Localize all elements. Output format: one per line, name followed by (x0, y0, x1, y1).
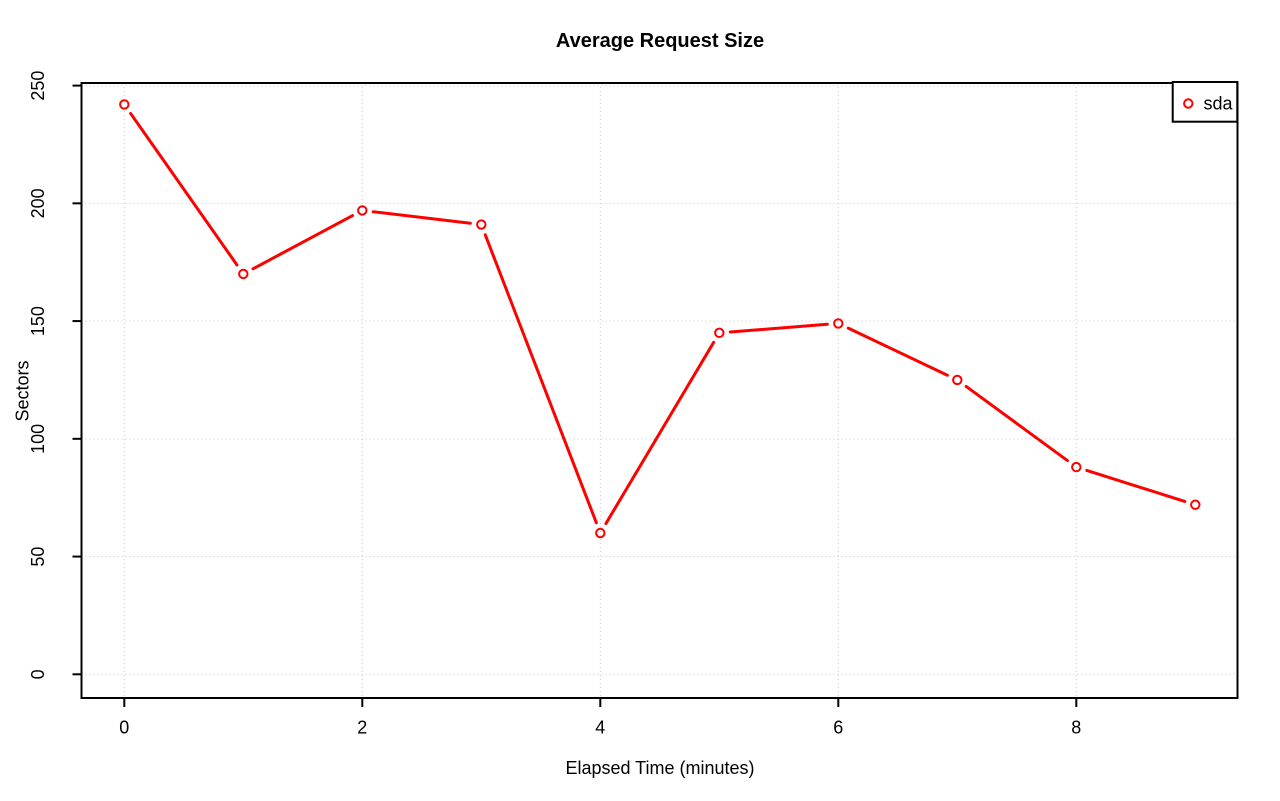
series-line-segment (129, 111, 239, 267)
legend-label: sda (1204, 94, 1234, 114)
series-line-segment (604, 340, 716, 526)
data-point-marker (595, 527, 606, 539)
data-point-marker (357, 205, 368, 216)
gridlines (81, 83, 1238, 698)
data-point-marker (238, 268, 249, 280)
x-tick-label: 0 (119, 718, 129, 738)
x-tick-label: 8 (1071, 718, 1081, 738)
data-point-marker (952, 374, 963, 386)
x-axis-title: Elapsed Time (minutes) (565, 758, 755, 778)
series-line-segment (1085, 468, 1187, 503)
series-line-segment (483, 233, 598, 525)
x-tick-label: 6 (833, 718, 843, 738)
series-line-segment (251, 214, 355, 271)
y-tick-label: 0 (28, 669, 48, 679)
y-tick-label: 100 (28, 424, 48, 454)
series-line-segment (846, 326, 949, 377)
x-axis: 0 2 4 6 8 (119, 698, 1081, 738)
data-point-marker (1190, 499, 1201, 510)
legend: sda (1171, 81, 1239, 123)
data-point-marker (1071, 461, 1082, 473)
x-tick-label: 4 (595, 718, 605, 738)
y-tick-label: 150 (28, 306, 48, 336)
data-point-marker (714, 327, 725, 339)
data-point-marker (476, 219, 487, 230)
series-line-segment (371, 210, 472, 225)
legend-marker-icon (1183, 98, 1194, 109)
data-point-marker (119, 99, 130, 110)
plot-border (80, 82, 1239, 699)
series-line-segment (964, 384, 1069, 463)
series-sda (119, 99, 1201, 539)
y-tick-label: 200 (28, 188, 48, 218)
x-tick-label: 2 (357, 718, 367, 738)
data-point-marker (833, 318, 844, 329)
y-tick-label: 250 (28, 71, 48, 101)
y-axis: 0 50 100 150 200 250 (28, 71, 82, 679)
series-line-segment (728, 322, 829, 334)
chart-title: Average Request Size (555, 30, 765, 52)
y-tick-label: 50 (28, 547, 48, 567)
